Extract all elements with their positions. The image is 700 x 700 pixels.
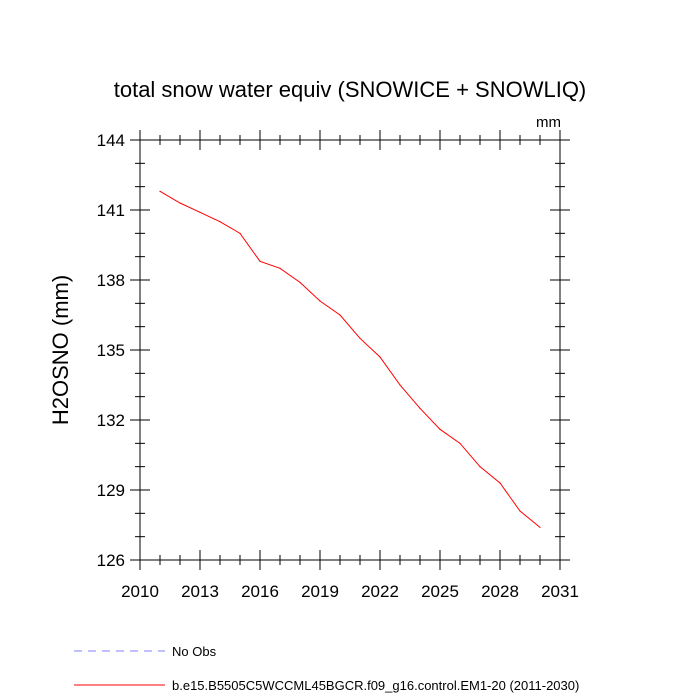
data-point xyxy=(539,526,541,528)
x-tick-label: 2025 xyxy=(421,582,459,601)
data-point xyxy=(399,384,401,386)
data-point xyxy=(219,221,221,223)
y-tick-label: 138 xyxy=(97,271,125,290)
x-tick-label: 2016 xyxy=(241,582,279,601)
axis-ticks: 2010 2013 2016 2019 2022 2025 2028 2031 126 129 13… xyxy=(97,130,579,601)
legend-label: No Obs xyxy=(172,644,217,659)
series-line xyxy=(159,190,541,528)
data-point xyxy=(159,190,161,192)
x-tick-label: 2013 xyxy=(181,582,219,601)
data-point xyxy=(259,260,261,262)
data-point xyxy=(179,202,181,204)
x-tick-label: 2028 xyxy=(481,582,519,601)
data-point xyxy=(419,407,421,409)
data-point xyxy=(339,314,341,316)
y-tick-label: 135 xyxy=(97,341,125,360)
data-point xyxy=(299,281,301,283)
legend: No Obs b.e15.B5505C5WCCML45BGCR.f09_g16.c… xyxy=(74,644,579,693)
y-tick-label: 141 xyxy=(97,201,125,220)
x-tick-label: 2019 xyxy=(301,582,339,601)
data-point xyxy=(279,267,281,269)
data-point xyxy=(239,232,241,234)
data-point xyxy=(199,211,201,213)
data-point xyxy=(459,442,461,444)
data-point xyxy=(439,428,441,430)
data-point xyxy=(359,337,361,339)
data-point xyxy=(319,300,321,302)
y-axis-label: H2OSNO (mm) xyxy=(48,275,73,425)
data-point xyxy=(379,356,381,358)
y-tick-label: 129 xyxy=(97,481,125,500)
legend-label: b.e15.B5505C5WCCML45BGCR.f09_g16.control… xyxy=(172,678,579,693)
y-tick-label: 126 xyxy=(97,551,125,570)
data-point xyxy=(479,466,481,468)
data-point xyxy=(519,510,521,512)
chart-title: total snow water equiv (SNOWICE + SNOWLI… xyxy=(114,77,587,102)
plot-frame xyxy=(139,139,561,561)
x-tick-label: 2010 xyxy=(121,582,159,601)
data-series xyxy=(159,190,541,528)
x-tick-label: 2031 xyxy=(541,582,579,601)
data-point xyxy=(499,482,501,484)
x-tick-label: 2022 xyxy=(361,582,399,601)
y-tick-label: 144 xyxy=(97,131,125,150)
units-label: mm xyxy=(536,114,561,131)
y-tick-label: 132 xyxy=(97,411,125,430)
